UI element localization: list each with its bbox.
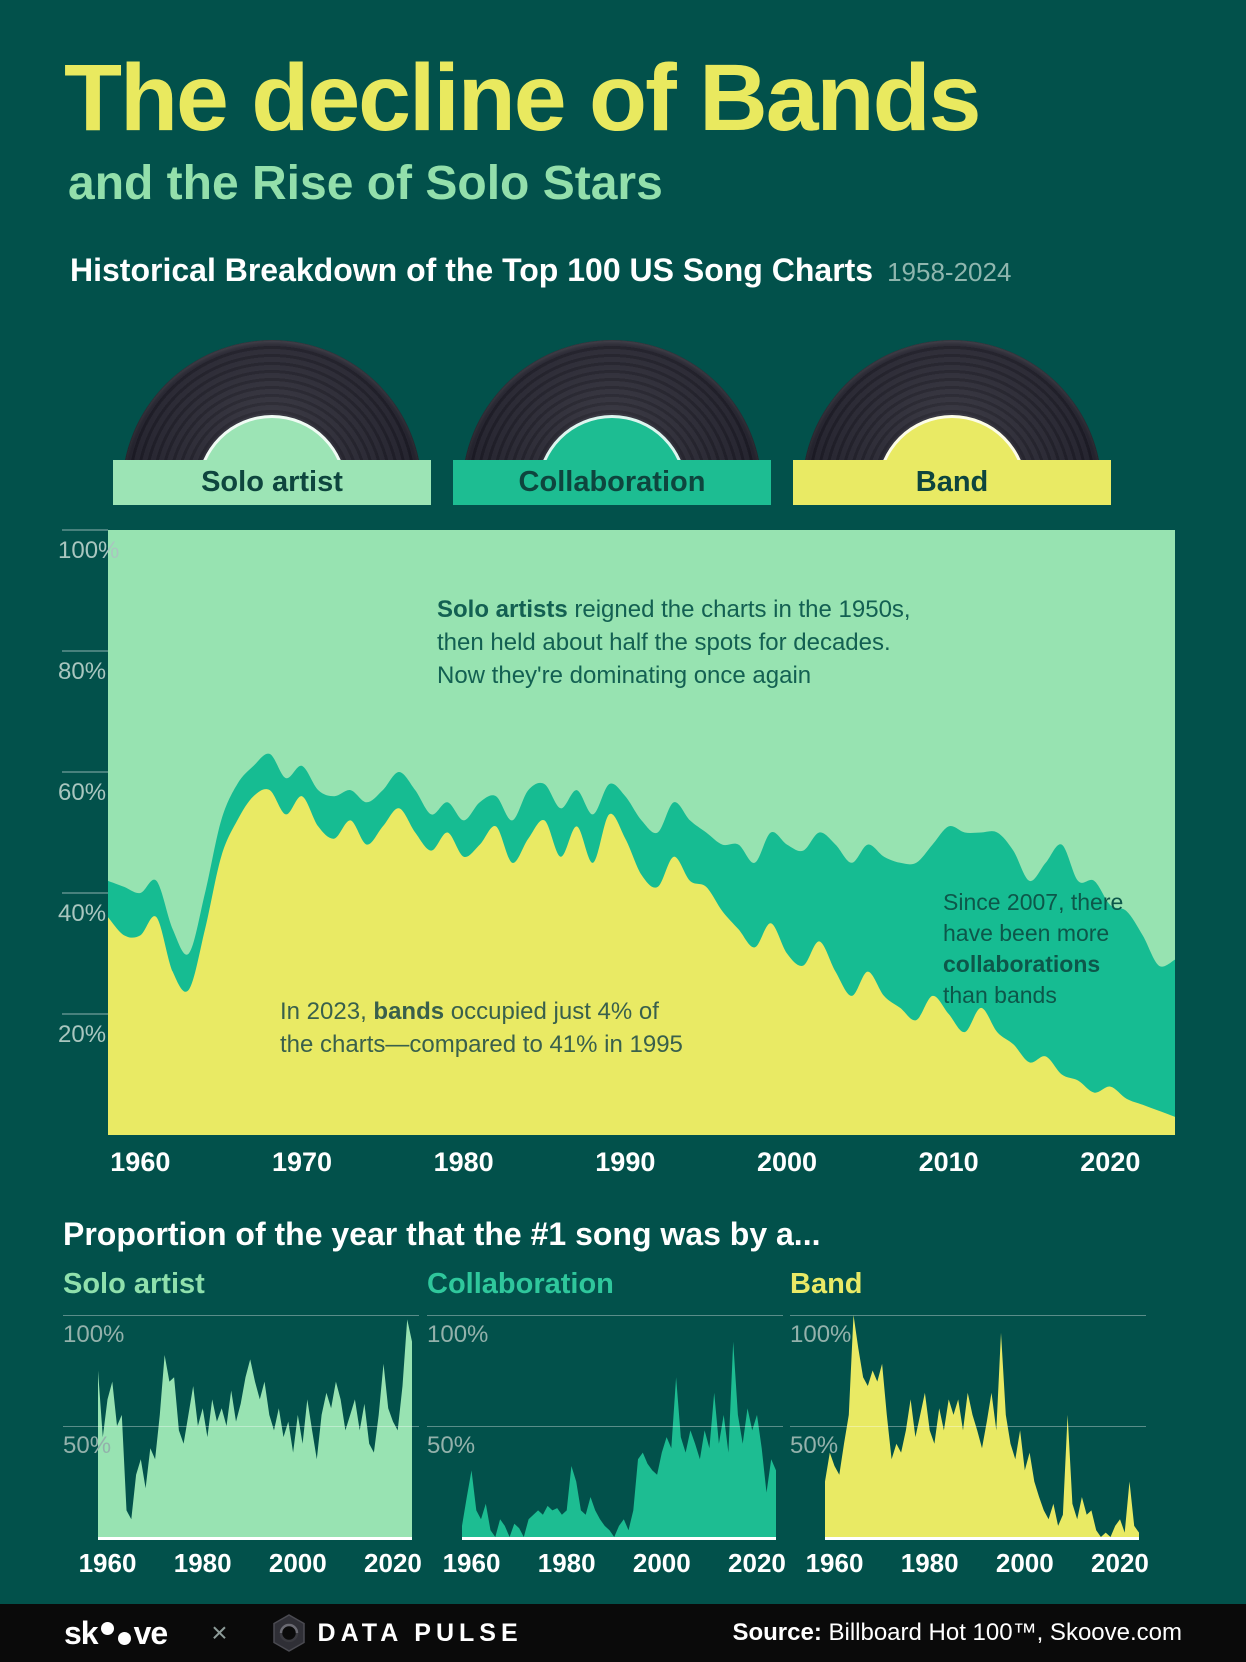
source-credit: Source: Billboard Hot 100™, Skoove.com (732, 1619, 1182, 1647)
skoove-dot-icon (117, 1631, 131, 1645)
datapulse-logo: DATA PULSE (272, 1614, 523, 1652)
footer: sk ve × DATA PULSE Source: Billboard Hot… (0, 1604, 1246, 1662)
x-axis-label: 1970 (271, 1147, 333, 1177)
x-axis-label: 1960 (442, 1548, 501, 1578)
y-axis-tick (62, 771, 108, 773)
small-chart-plot-solo-artist: 100% 50% 1960 1980 2000 2020 (63, 1315, 422, 1578)
section-period: 1958-2024 (887, 257, 1012, 287)
gridline (427, 1315, 783, 1316)
y-axis-label: 40% (58, 900, 107, 927)
skoove-dot-icon (100, 1621, 114, 1635)
gridline (63, 1426, 419, 1427)
small-chart-title-collaboration: Collaboration (427, 1268, 614, 1300)
page-title: The decline of Bands (64, 45, 981, 151)
datapulse-logo-text: DATA PULSE (317, 1618, 523, 1647)
section-heading-text: Historical Breakdown of the Top 100 US S… (70, 252, 874, 288)
section-heading: Historical Breakdown of the Top 100 US S… (70, 252, 1011, 289)
gridline (790, 1315, 1146, 1316)
main-stacked-area-chart: Solo artists reigned the charts in the 1… (0, 505, 1246, 1195)
collab-x-separator: × (211, 1617, 228, 1648)
y-axis-label: 50% (63, 1432, 112, 1459)
y-axis-tick (62, 529, 108, 531)
area-plot-solo-artist (98, 1319, 412, 1537)
small-chart-solo-artist: Solo artist 100% 50% 1960 1980 2000 2020 (63, 1268, 422, 1578)
vinyl-record-icon (802, 340, 1102, 460)
x-axis-label: 2020 (1091, 1548, 1149, 1578)
vinyl-record-icon (462, 340, 762, 460)
gridline (63, 1315, 419, 1316)
x-axis-label: 1980 (900, 1548, 959, 1578)
legend-label-solo-artist: Solo artist (113, 460, 431, 505)
x-axis-label: 2020 (728, 1548, 786, 1578)
y-axis-tick (62, 892, 108, 894)
gridline (790, 1426, 1146, 1427)
legend: Solo artist Collaboration Band (113, 320, 1111, 505)
y-axis-label: 100% (58, 537, 120, 564)
x-axis-label: 1960 (805, 1548, 864, 1578)
annotation-bands-2023: In 2023, bands occupied just 4% of the ch… (280, 998, 683, 1058)
y-axis-label: 100% (63, 1321, 125, 1348)
small-multiples-heading: Proportion of the year that the #1 song … (63, 1216, 821, 1252)
skoove-logo-text-suffix: ve (133, 1614, 169, 1651)
y-axis-label: 100% (790, 1321, 852, 1348)
x-axis-label: 1980 (537, 1548, 596, 1578)
x-axis-label: 2000 (995, 1548, 1054, 1578)
datapulse-hexagon-icon (272, 1614, 305, 1652)
x-axis-label: 1960 (110, 1147, 171, 1177)
x-axis-label: 2020 (364, 1548, 422, 1578)
legend-item-band: Band (793, 320, 1111, 505)
y-axis-label: 80% (58, 658, 107, 685)
area-plot-collaboration (462, 1341, 776, 1537)
x-axis-label: 1960 (78, 1548, 137, 1578)
y-axis-label: 100% (427, 1321, 489, 1348)
annotation-collaborations-2007: Since 2007, there have been more collabora… (943, 889, 1124, 1008)
legend-label-band: Band (793, 460, 1111, 505)
x-axis-label: 1990 (595, 1147, 656, 1177)
skoove-logo: sk ve (64, 1614, 169, 1652)
small-chart-collaboration: Collaboration 100% 50% 1960 1980 2000 2020 (427, 1268, 786, 1578)
annotation-solo-artists: Solo artists reigned the charts in the 1… (437, 596, 911, 689)
y-axis-tick (62, 1013, 108, 1015)
x-axis-baseline (98, 1537, 412, 1540)
x-axis-label: 1980 (173, 1548, 232, 1578)
x-axis-baseline (825, 1537, 1139, 1540)
small-chart-plot-band: 100% 50% 1960 1980 2000 2020 (790, 1315, 1149, 1578)
stacked-area-plot (108, 530, 1175, 1135)
skoove-logo-text-prefix: sk (64, 1614, 99, 1651)
small-chart-title-band: Band (790, 1268, 863, 1300)
y-axis-label: 50% (790, 1432, 839, 1459)
x-axis-label: 2000 (756, 1147, 818, 1177)
source-label: Source: (732, 1619, 822, 1646)
legend-item-collaboration: Collaboration (453, 320, 771, 505)
x-axis-label: 1980 (433, 1147, 494, 1177)
y-axis-tick (62, 650, 108, 652)
y-axis-label: 50% (427, 1432, 476, 1459)
small-chart-title-solo-artist: Solo artist (63, 1268, 205, 1300)
x-axis-label: 2000 (632, 1548, 691, 1578)
y-axis-label: 20% (58, 1021, 107, 1048)
source-text: Billboard Hot 100™, Skoove.com (821, 1619, 1182, 1646)
gridline (427, 1426, 783, 1427)
small-chart-plot-collaboration: 100% 50% 1960 1980 2000 2020 (427, 1315, 786, 1578)
x-axis-label: 2010 (918, 1147, 979, 1177)
x-axis-label: 2000 (268, 1548, 327, 1578)
area-plot-band (825, 1315, 1139, 1537)
x-axis-baseline (462, 1537, 776, 1540)
page-subtitle: and the Rise of Solo Stars (68, 157, 663, 210)
legend-label-collaboration: Collaboration (453, 460, 771, 505)
x-axis-label: 2020 (1080, 1147, 1141, 1177)
y-axis-label: 60% (58, 779, 107, 806)
small-chart-band: Band 100% 50% 1960 1980 2000 2020 (790, 1268, 1149, 1578)
legend-item-solo-artist: Solo artist (113, 320, 431, 505)
vinyl-record-icon (122, 340, 422, 460)
